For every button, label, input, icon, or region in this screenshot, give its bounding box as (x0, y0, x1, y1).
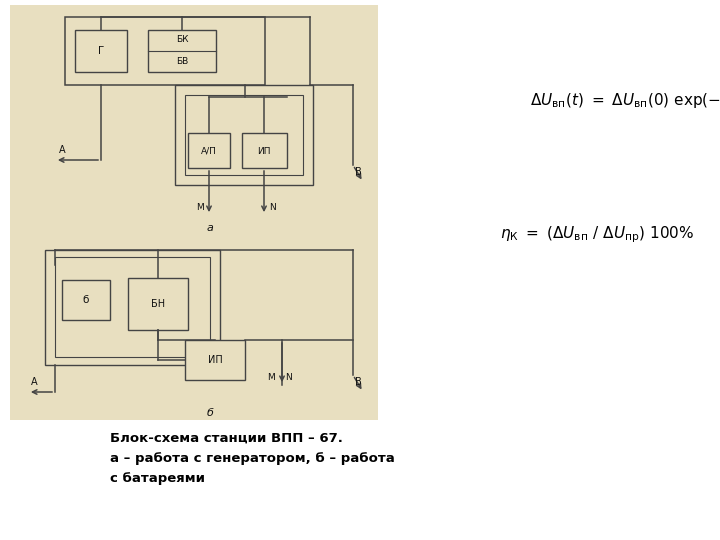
Text: а: а (207, 223, 213, 233)
Bar (128, 278, 188, 330)
Text: А: А (59, 145, 66, 155)
Bar (185, 340, 245, 380)
Text: ИП: ИП (207, 355, 222, 365)
Bar (10, 5, 378, 420)
Bar (242, 133, 287, 168)
Text: М: М (196, 204, 204, 213)
Text: БВ: БВ (176, 57, 188, 65)
Text: А: А (31, 377, 37, 387)
Text: N: N (286, 373, 292, 381)
Text: А/П: А/П (201, 146, 217, 156)
Bar (45, 250, 220, 365)
Text: б: б (83, 295, 89, 305)
Bar (175, 85, 313, 185)
Text: М: М (267, 373, 275, 381)
Text: Блок-схема станции ВПП – 67.: Блок-схема станции ВПП – 67. (110, 432, 343, 445)
Text: В: В (355, 377, 361, 387)
Text: б: б (207, 408, 213, 418)
Bar (55, 257, 210, 357)
Text: а – работа с генератором, б – работа: а – работа с генератором, б – работа (110, 452, 395, 465)
Text: N: N (269, 204, 275, 213)
Bar (62, 280, 110, 320)
Text: ИП: ИП (257, 146, 271, 156)
Bar (65, 17, 265, 85)
Text: БК: БК (176, 36, 188, 44)
Text: В: В (355, 167, 361, 177)
Text: $\Delta U_{\rm вп}(t)\ =\ \Delta U_{\rm вп}(0)\ \rm{exp}(-\lambda t)$: $\Delta U_{\rm вп}(t)\ =\ \Delta U_{\rm … (530, 91, 720, 110)
Text: $\eta_{\rm К}\ =\ (\Delta U_{\rm вп}\ /\ \Delta U_{\rm пр})\ 100\%$: $\eta_{\rm К}\ =\ (\Delta U_{\rm вп}\ /\… (500, 225, 694, 245)
Text: БН: БН (151, 299, 165, 309)
Bar (148, 30, 216, 72)
Text: с батареями: с батареями (110, 472, 205, 485)
Bar (151, 33, 213, 69)
Text: Г: Г (98, 46, 104, 56)
Bar (188, 133, 230, 168)
Bar (75, 30, 127, 72)
Bar (185, 95, 303, 175)
